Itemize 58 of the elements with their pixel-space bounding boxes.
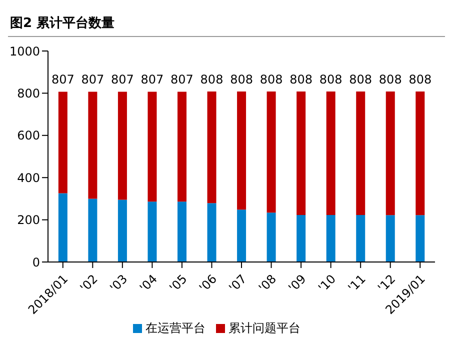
x-tick-label: '10 (316, 272, 339, 295)
total-label: 807 (140, 72, 164, 87)
bar (326, 92, 336, 215)
bar (88, 198, 98, 262)
total-label: 808 (200, 72, 224, 87)
x-tick-label: '09 (286, 272, 309, 295)
total-label: 807 (81, 72, 104, 87)
bar (58, 193, 68, 262)
x-tick-label: '03 (107, 272, 130, 295)
bar (296, 92, 306, 215)
x-tick-label: '11 (345, 272, 368, 295)
total-label: 808 (319, 72, 342, 87)
bar (177, 92, 186, 202)
bar (148, 202, 157, 262)
bar (326, 214, 336, 262)
x-tick-label: '06 (196, 272, 220, 295)
bar (207, 92, 216, 204)
y-tick-label: 400 (17, 170, 40, 185)
total-label: 808 (349, 72, 372, 87)
bar (416, 215, 425, 262)
legend-label: 在运营平台 (146, 321, 206, 335)
x-tick-label: '08 (256, 272, 280, 295)
total-label: 807 (51, 72, 74, 87)
x-tick-label: '05 (166, 272, 190, 295)
bar (177, 202, 186, 262)
total-label: 807 (111, 72, 134, 87)
bar (237, 210, 246, 262)
bar (207, 203, 216, 262)
bar (416, 92, 425, 216)
bar (88, 92, 98, 199)
y-tick-label: 600 (17, 128, 40, 143)
total-label: 808 (408, 72, 432, 87)
y-tick-label: 800 (17, 86, 40, 100)
total-label: 808 (378, 72, 402, 87)
x-tick-label: '02 (77, 272, 100, 295)
x-tick-label: '07 (226, 272, 250, 295)
bar (266, 212, 276, 262)
bar (356, 92, 366, 215)
bar (386, 92, 395, 216)
y-tick-label: 200 (17, 213, 40, 228)
bar (118, 92, 127, 200)
total-label: 807 (170, 72, 194, 87)
bar (118, 200, 127, 262)
bar (148, 92, 157, 202)
bar (237, 92, 246, 210)
bar (266, 92, 276, 213)
bar (356, 214, 366, 262)
chart-title: 图2 累计平台数量 (8, 8, 445, 37)
y-tick-label: 0 (32, 255, 40, 270)
bar (386, 215, 395, 262)
bar (58, 92, 68, 194)
bar (296, 214, 306, 262)
legend-label: 累计问题平台 (228, 321, 300, 335)
total-label: 808 (260, 72, 283, 87)
x-tick-label: '04 (136, 272, 160, 295)
total-label: 808 (230, 72, 253, 87)
total-label: 808 (290, 72, 313, 87)
y-tick-label: 1000 (9, 44, 40, 58)
